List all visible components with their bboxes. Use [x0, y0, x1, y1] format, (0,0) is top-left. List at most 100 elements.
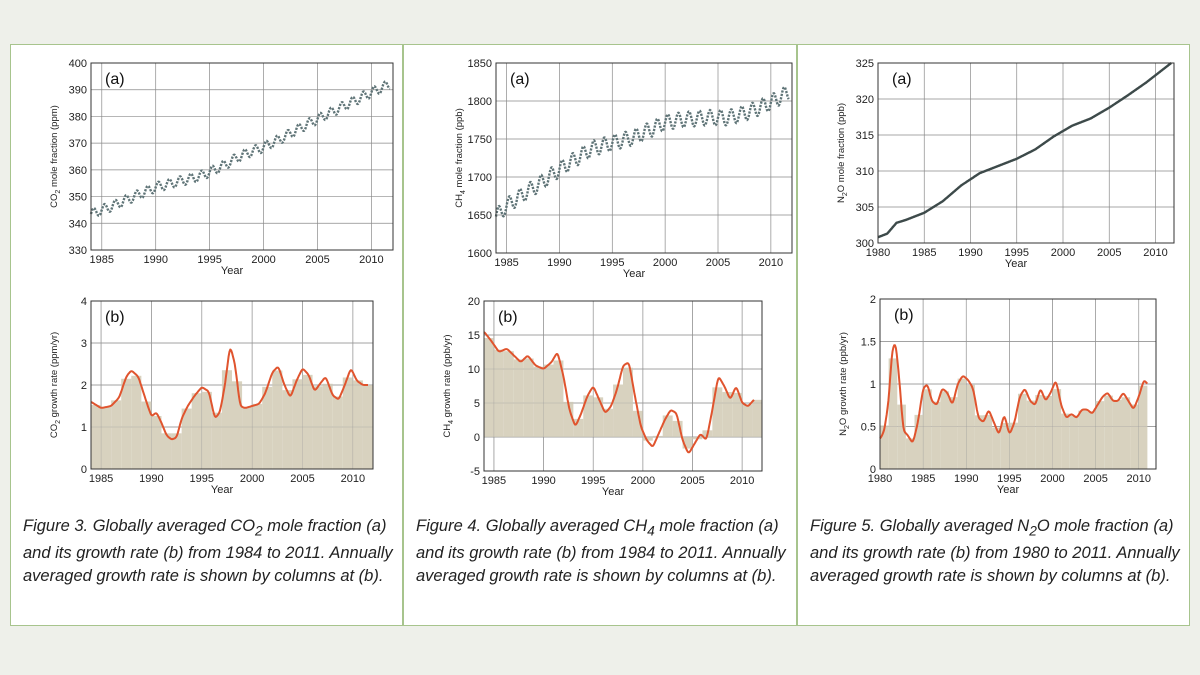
annual-column [888, 358, 898, 469]
x-axis-label: Year [623, 268, 646, 280]
y-tick-label: 2 [81, 380, 87, 392]
annual-column [181, 408, 192, 469]
annual-column [1035, 395, 1044, 469]
annual-column [211, 412, 222, 469]
y-axis-label-tail: O growth rate (ppb/yr) [838, 332, 849, 425]
y-tick-label: 1850 [468, 58, 492, 70]
y-axis-label-tail: growth rate (ppb/yr) [442, 334, 453, 420]
x-tick-label: 2000 [1051, 247, 1075, 259]
annual-column [949, 397, 958, 469]
panel-label: (b) [894, 307, 914, 324]
x-tick-label: 1985 [912, 247, 936, 259]
annual-column [905, 438, 915, 469]
annual-column [880, 425, 889, 469]
annual-column [632, 410, 643, 437]
annual-column [503, 351, 514, 437]
annual-column [1112, 399, 1122, 469]
y-tick-label: 305 [856, 202, 874, 214]
annual-column [312, 386, 323, 469]
annual-column [221, 370, 232, 469]
annual-column [974, 415, 984, 469]
annual-column [1009, 422, 1018, 469]
y-axis-label-main: N [838, 429, 849, 436]
annual-column [732, 392, 743, 437]
x-axis-label: Year [211, 484, 234, 496]
plot-frame [495, 62, 793, 254]
y-tick-label: 0 [474, 432, 480, 444]
y-axis-label: CH4 growth rate (ppb/yr) [442, 334, 455, 437]
x-axis-label: Year [221, 265, 244, 277]
y-tick-label: 1800 [468, 96, 492, 108]
annual-column [1018, 393, 1027, 469]
panel-label: (a) [892, 71, 912, 88]
caption-subscript: 2 [255, 523, 263, 539]
annual-column [923, 389, 932, 469]
x-tick-label: 2010 [1143, 247, 1167, 259]
caption-tail: mole fraction (a) and its growth rate (b… [416, 517, 786, 586]
annual-column [232, 381, 243, 469]
figure-panel-co2: 330 340 350 360 370 380 390 400 1985 1990 1995 2000… [10, 44, 403, 626]
y-axis-label-subscript: 4 [448, 420, 455, 424]
y-tick-label: 330 [69, 245, 87, 257]
chart-ch4a: 1600 1650 1700 1750 1800 1850 1985 1990 1995 2000… [454, 58, 793, 280]
annual-column [131, 375, 142, 469]
x-tick-label: 2005 [706, 257, 730, 269]
plot-frame [90, 62, 394, 251]
annual-column [101, 407, 112, 469]
x-tick-label: 2005 [305, 254, 329, 266]
annual-column [623, 367, 633, 437]
annual-column [1078, 410, 1087, 469]
x-tick-label: 1990 [143, 254, 167, 266]
panel-label: (a) [510, 71, 530, 88]
y-tick-label: 4 [81, 296, 87, 308]
y-axis-label-main: CO [49, 194, 60, 208]
x-tick-label: 2010 [730, 475, 754, 487]
annual-column [302, 374, 313, 469]
y-tick-label: 1 [81, 422, 87, 434]
y-tick-label: 380 [69, 111, 87, 123]
y-axis-label: N2O growth rate (ppb/yr) [838, 332, 851, 436]
annual-column [533, 366, 544, 437]
y-axis-label-subscript: 2 [55, 190, 62, 194]
y-tick-label: 15 [468, 330, 480, 342]
y-axis-label-main: N [836, 196, 847, 203]
growth-rate-line [879, 344, 1148, 443]
y-tick-label: 0.5 [861, 422, 876, 434]
y-tick-label: 1 [870, 379, 876, 391]
ch4-charts: 1600 1650 1700 1750 1800 1850 1985 1990 1995 2000… [442, 58, 793, 498]
y-tick-label: 390 [69, 85, 87, 97]
annual-column [484, 338, 494, 437]
mole-fraction-line [877, 62, 1172, 239]
plot-frame [879, 298, 1157, 470]
x-tick-label: 1990 [547, 257, 571, 269]
caption-tail: mole fraction (a) and its growth rate (b… [23, 517, 393, 586]
annual-column [201, 391, 212, 469]
figure-panel-ch4: 1600 1650 1700 1750 1800 1850 1985 1990 1995 2000… [403, 44, 797, 626]
annual-column [1121, 397, 1131, 469]
annual-column [940, 391, 949, 469]
plot-frame [483, 300, 763, 472]
caption-lead: Figure 5. Globally averaged N [810, 517, 1030, 535]
annual-column [342, 377, 353, 469]
annual-column [603, 408, 614, 437]
x-tick-label: 1995 [197, 254, 221, 266]
annual-column [1043, 395, 1053, 469]
y-tick-label: 2 [870, 294, 876, 306]
caption-tail: O mole fraction (a) and its growth rate … [810, 517, 1180, 586]
x-tick-label: 1990 [954, 473, 978, 485]
annual-column [1138, 385, 1148, 469]
x-tick-label: 1980 [868, 473, 892, 485]
y-tick-label: 5 [474, 398, 480, 410]
annual-column [272, 370, 283, 469]
y-axis-label-subscript: 2 [55, 420, 62, 424]
x-tick-label: 2010 [759, 257, 783, 269]
plot-frame [90, 300, 374, 470]
x-tick-label: 1990 [139, 473, 163, 485]
annual-column [242, 407, 253, 469]
x-tick-label: 1995 [600, 257, 624, 269]
annual-column [332, 396, 343, 469]
x-tick-label: 1995 [581, 475, 605, 487]
y-axis-label-main: CH [442, 424, 453, 438]
annual-column [992, 427, 1001, 469]
